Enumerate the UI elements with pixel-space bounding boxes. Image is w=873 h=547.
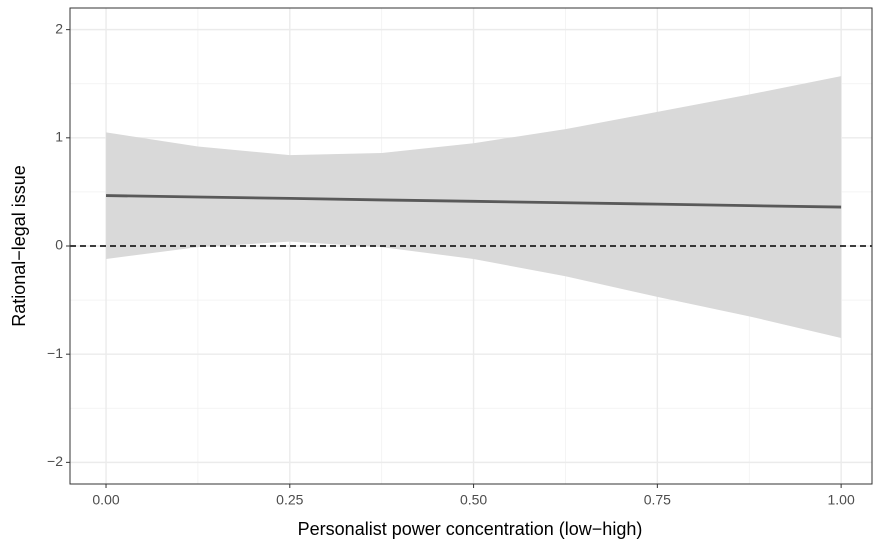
y-tick-label: 2	[55, 20, 63, 36]
line	[105, 194, 842, 209]
y-tick-label: −2	[47, 453, 63, 469]
x-axis-title: Personalist power concentration (low−hig…	[298, 519, 643, 539]
panel-border	[69, 7, 873, 485]
x-tick-label: 0.75	[644, 492, 671, 508]
x-tick-label: 1.00	[828, 492, 855, 508]
y-tick-label: −1	[47, 345, 63, 361]
confidence-band	[106, 76, 842, 338]
x-tick-label: 0.50	[460, 492, 487, 508]
x-tick-label: 0.25	[276, 492, 303, 508]
y-tick-label: 0	[55, 237, 63, 253]
x-tick-label: 0.00	[92, 492, 119, 508]
y-axis-title: Rational−legal issue	[9, 165, 29, 327]
y-tick-label: 1	[55, 129, 63, 145]
